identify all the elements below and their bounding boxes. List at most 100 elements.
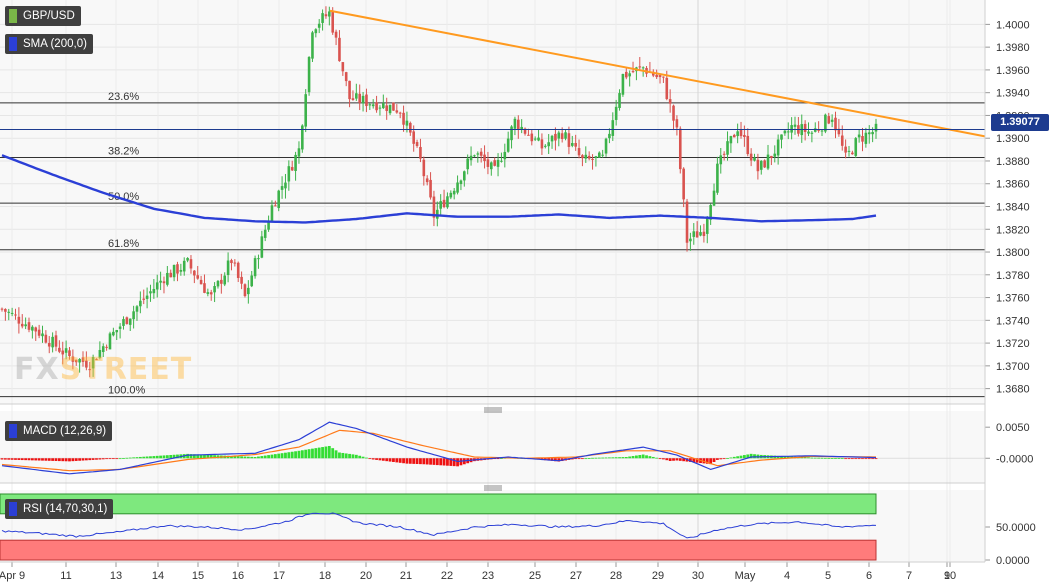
candle-down xyxy=(398,112,402,114)
macd-histogram-bar-positive xyxy=(314,448,318,459)
macd-resize-handle[interactable] xyxy=(484,407,502,413)
candle-up xyxy=(766,154,770,169)
candle-down xyxy=(233,262,237,264)
panel-separators[interactable] xyxy=(0,0,986,563)
macd-histogram-bar-negative xyxy=(91,458,95,460)
macd-histogram-bar-positive xyxy=(783,456,787,459)
candle-down xyxy=(722,153,726,155)
candle-up xyxy=(594,156,598,159)
candle-up xyxy=(321,13,324,23)
candle-up xyxy=(182,260,186,272)
macd-histogram-bar-positive xyxy=(145,456,149,459)
fib-level-label: 61.8% xyxy=(108,238,139,250)
macd-histogram-bar-positive xyxy=(203,454,206,459)
candle-up xyxy=(7,311,11,313)
macd-histogram-bar-positive xyxy=(122,458,125,459)
macd-histogram-bar-negative xyxy=(844,458,848,460)
candle-down xyxy=(577,148,581,156)
fib-level-label: 50.0% xyxy=(108,191,139,203)
macd-histogram-bar-positive xyxy=(327,445,331,459)
macd-histogram-bar-negative xyxy=(439,458,443,466)
price-tick-label: 1.3760 xyxy=(996,293,1030,305)
candle-down xyxy=(351,98,355,100)
candle-up xyxy=(155,282,159,290)
candle-down xyxy=(540,139,544,149)
rsi-color-swatch xyxy=(9,502,17,516)
macd-histogram-bar-positive xyxy=(155,455,159,459)
macd-histogram-bar-positive xyxy=(655,457,659,459)
macd-histogram-bar-positive xyxy=(645,455,648,459)
candle-down xyxy=(675,119,679,128)
macd-histogram-bar-positive xyxy=(624,457,628,459)
price-tick-label: 1.3980 xyxy=(996,42,1030,54)
macd-histogram-bar-negative xyxy=(395,458,399,463)
sma-indicator-label[interactable]: SMA (200,0) xyxy=(5,34,93,54)
macd-histogram-bar-negative xyxy=(695,458,699,463)
candle-down xyxy=(54,335,58,347)
macd-histogram-bar-positive xyxy=(840,458,844,460)
candle-up xyxy=(780,134,783,140)
candle-up xyxy=(179,269,183,272)
candle-down xyxy=(162,281,166,284)
sma-label-text: SMA (200,0) xyxy=(23,38,87,50)
macd-histogram-bar-negative xyxy=(452,458,456,467)
macd-histogram-bar-positive xyxy=(209,454,213,459)
symbol-label[interactable]: GBP/USD xyxy=(5,6,81,26)
rsi-resize-handle[interactable] xyxy=(484,485,502,491)
candle-up xyxy=(284,182,287,189)
rsi-oversold-zone xyxy=(0,539,877,561)
macd-histogram-bar-negative xyxy=(871,458,875,460)
macd-histogram-bar-positive xyxy=(729,457,733,459)
candle-up xyxy=(692,231,696,237)
candle-down xyxy=(638,66,642,68)
candle-up xyxy=(520,126,523,130)
macd-histogram-bar-negative xyxy=(668,458,672,461)
macd-line xyxy=(1,421,877,475)
macd-histogram-bar-negative xyxy=(84,458,88,461)
macd-histogram-bar-negative xyxy=(37,458,41,461)
macd-histogram-bar-positive xyxy=(169,454,173,459)
candle-up xyxy=(206,292,210,294)
macd-histogram-bar-negative xyxy=(10,458,14,460)
macd-histogram-bar-positive xyxy=(317,447,321,459)
fib-level-label: 23.6% xyxy=(108,91,139,103)
candle-up xyxy=(466,158,469,170)
date-tick-label: 25 xyxy=(529,570,541,582)
candle-up xyxy=(267,221,270,230)
price-plot-area[interactable] xyxy=(0,0,985,404)
macd-histogram-bar-positive xyxy=(732,456,736,459)
macd-histogram-bar-negative xyxy=(442,458,446,466)
macd-plot-area[interactable] xyxy=(0,411,985,483)
candle-up xyxy=(601,154,604,156)
macd-indicator-label[interactable]: MACD (12,26,9) xyxy=(5,421,113,441)
date-tick-label: 21 xyxy=(400,570,412,582)
macd-histogram-bar-positive xyxy=(273,454,277,459)
rsi-indicator-label[interactable]: RSI (14,70,30,1) xyxy=(5,499,114,519)
rsi-overbought-zone xyxy=(0,493,877,515)
candle-down xyxy=(527,134,530,136)
candle-up xyxy=(503,151,507,160)
candle-up xyxy=(874,123,878,132)
candle-down xyxy=(230,260,233,264)
candle-up xyxy=(250,275,254,287)
macd-histogram-bar-negative xyxy=(3,458,7,460)
candle-up xyxy=(736,131,739,137)
candle-down xyxy=(236,262,240,279)
candle-up xyxy=(378,107,382,109)
macd-histogram-bar-negative xyxy=(574,458,578,460)
candle-down xyxy=(678,128,682,170)
macd-histogram-bar-positive xyxy=(196,454,200,459)
candle-up xyxy=(533,138,537,140)
macd-histogram-bar-negative xyxy=(51,458,55,461)
macd-histogram-bar-negative xyxy=(675,458,679,461)
price-tick-label: 1.3800 xyxy=(996,247,1030,259)
macd-histogram-bar-negative xyxy=(371,458,375,460)
macd-histogram-bar-positive xyxy=(246,456,250,459)
candle-down xyxy=(486,159,490,167)
macd-histogram-bar-positive xyxy=(601,457,605,459)
candle-up xyxy=(608,133,611,139)
candle-down xyxy=(739,129,743,137)
macd-histogram-bar-positive xyxy=(257,456,260,459)
macd-histogram-bar-positive xyxy=(749,453,753,459)
